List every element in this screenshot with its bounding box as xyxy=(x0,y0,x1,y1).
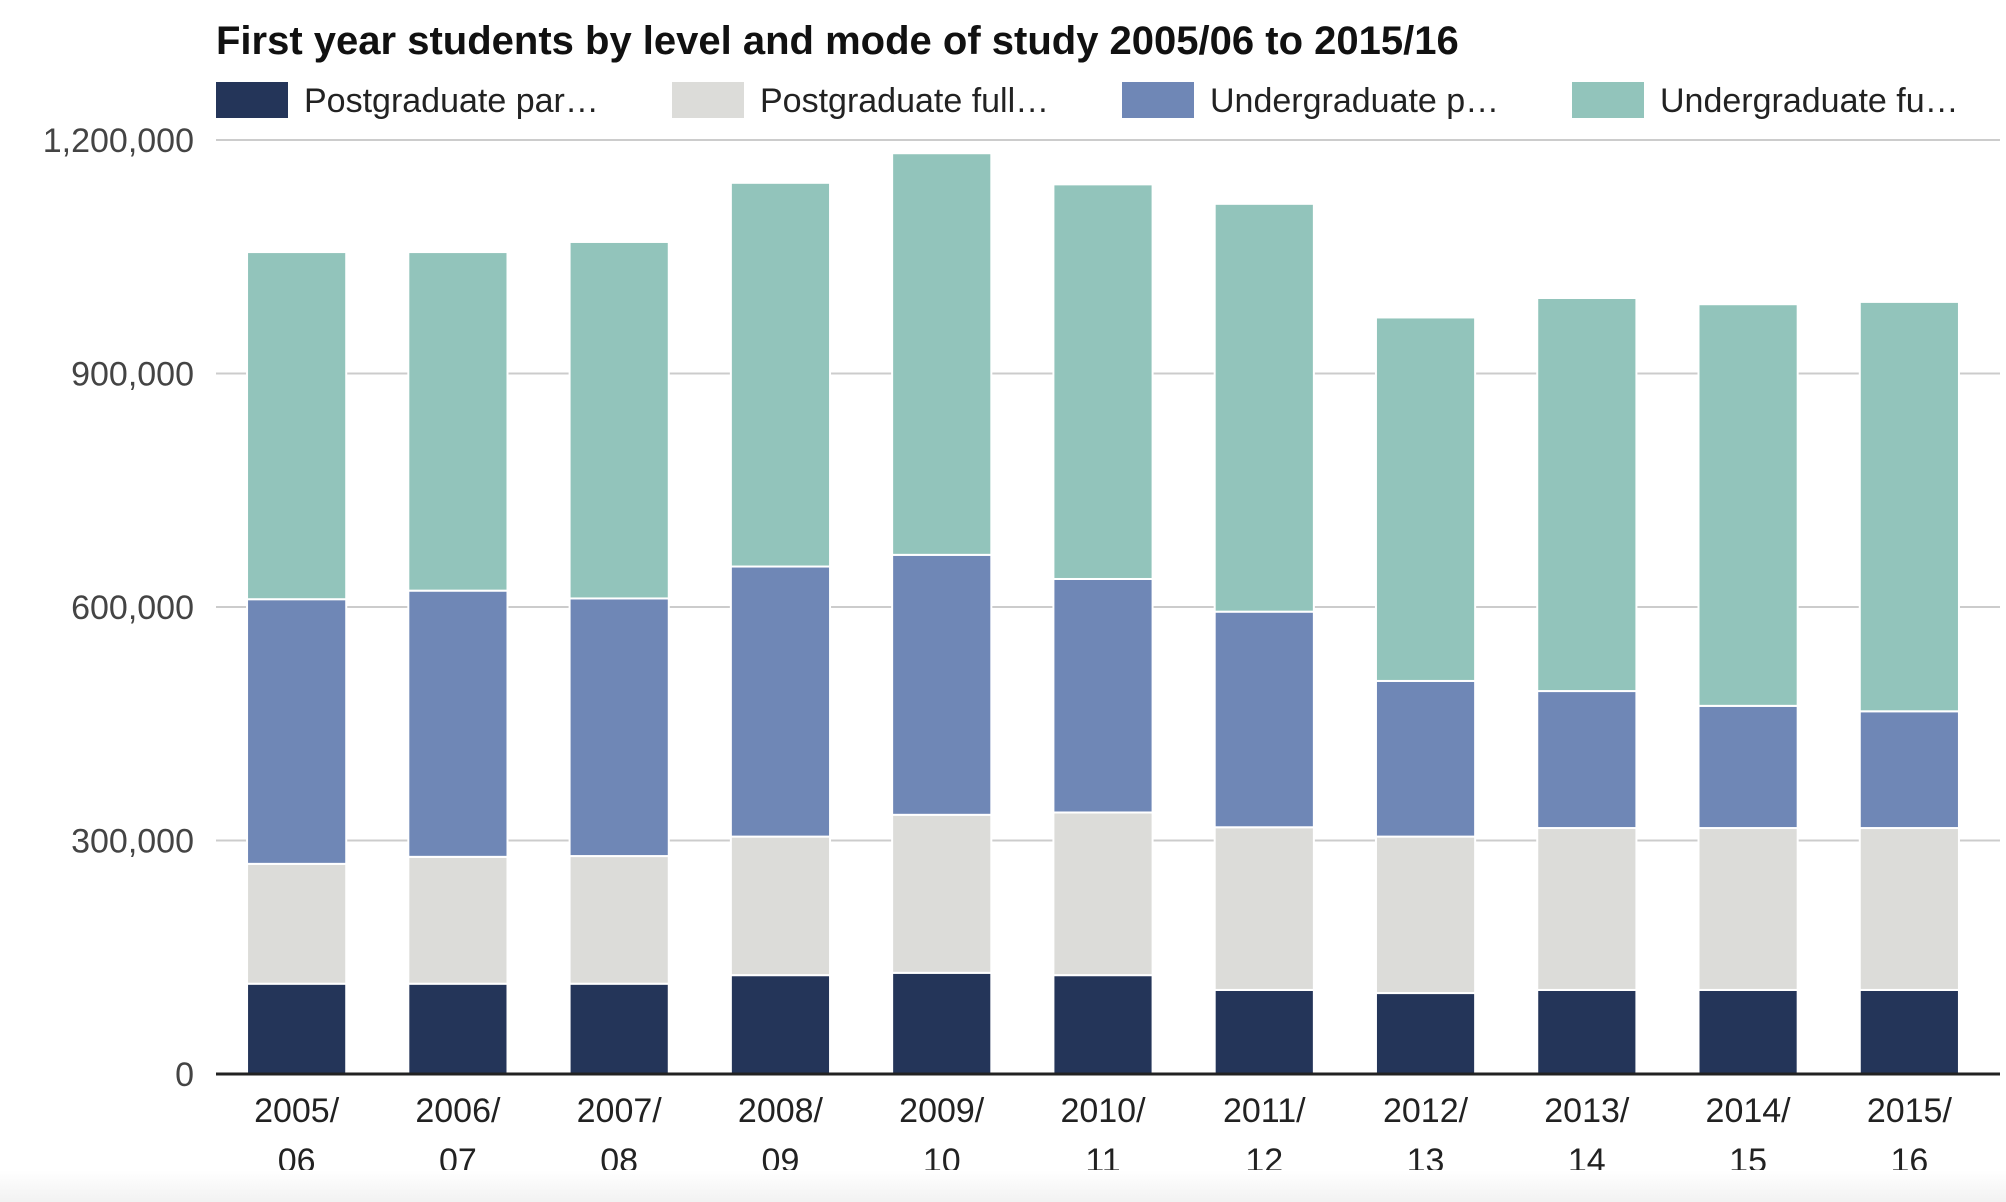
legend-label: Undergraduate p… xyxy=(1210,82,1499,120)
bar-segment[interactable] xyxy=(729,974,832,1076)
bar-stack xyxy=(729,181,832,1076)
bar-stack xyxy=(1374,316,1477,1076)
x-tick-label: 2013/ xyxy=(1544,1092,1630,1130)
bar-segment[interactable] xyxy=(1697,303,1799,707)
bar-segment[interactable] xyxy=(1858,988,1960,1075)
bar-segment[interactable] xyxy=(246,862,348,985)
legend-label: Postgraduate full… xyxy=(760,82,1049,120)
bar-segment[interactable] xyxy=(1052,974,1154,1076)
x-tick-label: 2007/ xyxy=(577,1092,663,1130)
bar-segment[interactable] xyxy=(1858,300,1960,713)
bar-stack xyxy=(568,240,670,1075)
x-tick-label: 2010/ xyxy=(1060,1092,1146,1130)
legend-swatch xyxy=(672,82,744,118)
legend-swatch xyxy=(1122,82,1194,118)
legend: Postgraduate par… Postgraduate full… Under… xyxy=(216,82,1959,120)
bar-segment[interactable] xyxy=(1536,988,1638,1075)
bar-stack xyxy=(1858,300,1960,1075)
bar-segment[interactable] xyxy=(246,251,348,601)
bar-segment[interactable] xyxy=(1374,835,1477,995)
legend-label: Postgraduate par… xyxy=(304,82,599,120)
legend-swatch xyxy=(216,82,288,118)
bar-segment[interactable] xyxy=(407,855,509,985)
bar-segment[interactable] xyxy=(1213,610,1315,829)
bar-segment[interactable] xyxy=(407,251,509,592)
bottom-fade xyxy=(0,1170,2006,1202)
legend-swatch xyxy=(1572,82,1644,118)
bar-stack xyxy=(1213,202,1315,1075)
bar-segment[interactable] xyxy=(1858,827,1960,991)
bar-segment[interactable] xyxy=(891,152,993,556)
legend-item[interactable]: Undergraduate fu… xyxy=(1572,82,1959,120)
y-tick-label: 900,000 xyxy=(71,356,194,394)
x-tick-label: 2015/ xyxy=(1867,1092,1953,1130)
bar-segment[interactable] xyxy=(1536,690,1638,830)
bars xyxy=(246,152,1960,1076)
chart-title: First year students by level and mode of… xyxy=(216,19,1459,63)
legend-item[interactable]: Postgraduate full… xyxy=(672,82,1049,120)
x-tick-label: 2012/ xyxy=(1383,1092,1469,1130)
bar-segment[interactable] xyxy=(568,240,670,600)
bar-stack xyxy=(246,251,348,1075)
bar-segment[interactable] xyxy=(891,971,993,1075)
y-tick-label: 600,000 xyxy=(71,589,194,627)
bar-segment[interactable] xyxy=(1052,577,1154,814)
bar-segment[interactable] xyxy=(729,565,832,838)
y-axis: 0 300,000 600,000 900,000 1,200,000 xyxy=(43,122,194,1094)
y-tick-label: 1,200,000 xyxy=(43,122,194,160)
bar-segment[interactable] xyxy=(1374,316,1477,682)
x-tick-label: 2009/ xyxy=(899,1092,985,1130)
bar-segment[interactable] xyxy=(1536,297,1638,693)
bar-stack xyxy=(1697,303,1799,1075)
bar-segment[interactable] xyxy=(1374,679,1477,838)
bar-segment[interactable] xyxy=(1858,710,1960,830)
legend-item[interactable]: Postgraduate par… xyxy=(216,82,599,120)
x-axis: 2005/062006/072007/082008/092009/102010/… xyxy=(216,1072,2000,1180)
bar-segment[interactable] xyxy=(407,589,509,858)
bar-segment[interactable] xyxy=(407,982,509,1075)
bar-segment[interactable] xyxy=(1213,988,1315,1075)
bar-segment[interactable] xyxy=(1697,704,1799,830)
bar-segment[interactable] xyxy=(1052,811,1154,977)
legend-item[interactable]: Undergraduate p… xyxy=(1122,82,1499,120)
bar-segment[interactable] xyxy=(568,597,670,858)
y-tick-label: 300,000 xyxy=(71,823,194,861)
bar-segment[interactable] xyxy=(891,813,993,974)
x-tick-label: 2006/ xyxy=(415,1092,501,1130)
legend-label: Undergraduate fu… xyxy=(1660,82,1959,120)
bar-stack xyxy=(1052,183,1154,1076)
x-tick-label: 2005/ xyxy=(254,1092,340,1130)
x-tick-label: 2011/ xyxy=(1223,1092,1306,1130)
bar-stack xyxy=(407,251,509,1075)
bar-segment[interactable] xyxy=(729,181,832,568)
bar-stack xyxy=(1536,297,1638,1075)
bar-segment[interactable] xyxy=(1697,827,1799,991)
y-tick-label: 0 xyxy=(175,1056,194,1094)
bar-segment[interactable] xyxy=(246,982,348,1075)
bar-segment[interactable] xyxy=(1052,183,1154,580)
bar-segment[interactable] xyxy=(568,855,670,985)
bar-segment[interactable] xyxy=(1213,202,1315,613)
x-tick-label: 2008/ xyxy=(738,1092,824,1130)
bar-segment[interactable] xyxy=(246,598,348,865)
bar-stack xyxy=(891,152,993,1075)
bar-segment[interactable] xyxy=(729,835,832,977)
bar-segment[interactable] xyxy=(568,982,670,1075)
bar-segment[interactable] xyxy=(1374,992,1477,1076)
x-tick-label: 2014/ xyxy=(1706,1092,1792,1130)
bar-segment[interactable] xyxy=(1536,827,1638,991)
bar-segment[interactable] xyxy=(1697,988,1799,1075)
bar-segment[interactable] xyxy=(891,553,993,816)
bar-segment[interactable] xyxy=(1213,826,1315,991)
